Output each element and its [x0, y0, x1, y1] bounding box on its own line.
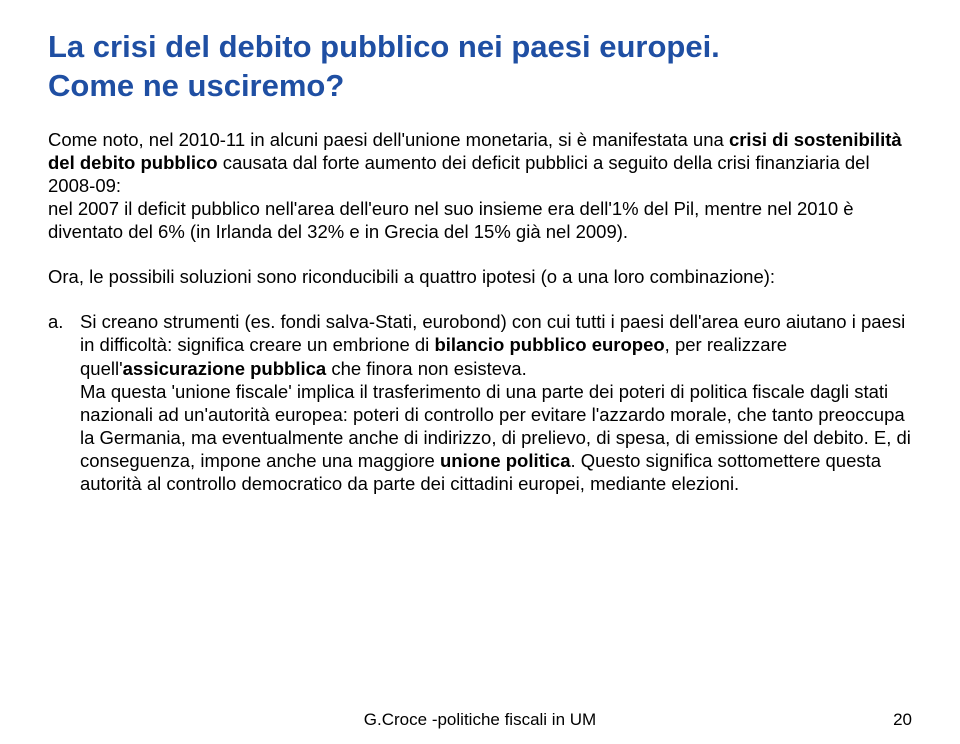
slide-title: La crisi del debito pubblico nei paesi e… — [48, 28, 912, 106]
item-bold: unione politica — [440, 450, 571, 471]
hypotheses-list: a. Si creano strumenti (es. fondi salva-… — [48, 310, 912, 495]
footer-text: G.Croce -politiche fiscali in UM — [0, 710, 960, 730]
intro-text: Come noto, nel 2010-11 in alcuni paesi d… — [48, 129, 729, 150]
item-text: che finora non esisteva. — [326, 358, 527, 379]
item-bold: bilancio pubblico europeo — [434, 334, 664, 355]
list-item-a: a. Si creano strumenti (es. fondi salva-… — [80, 310, 912, 495]
title-line-1: La crisi del debito pubblico nei paesi e… — [48, 29, 720, 64]
hypotheses-lead: Ora, le possibili soluzioni sono ricondu… — [48, 265, 912, 288]
title-line-2: Come ne usciremo? — [48, 68, 344, 103]
intro-block: Come noto, nel 2010-11 in alcuni paesi d… — [48, 128, 912, 244]
list-marker: a. — [48, 310, 63, 333]
intro-paragraph-2: nel 2007 il deficit pubblico nell'area d… — [48, 197, 912, 243]
item-bold: assicurazione pubblica — [123, 358, 327, 379]
intro-paragraph-1: Come noto, nel 2010-11 in alcuni paesi d… — [48, 128, 912, 197]
page-number: 20 — [893, 710, 912, 730]
